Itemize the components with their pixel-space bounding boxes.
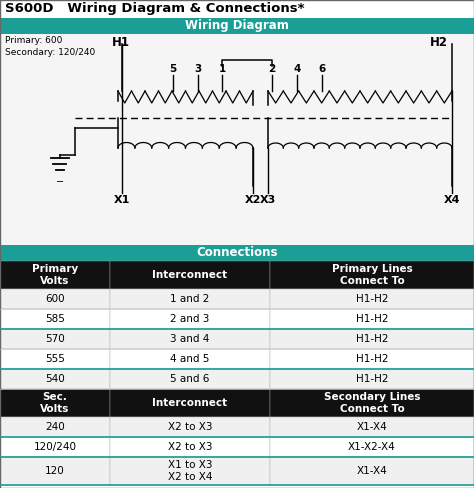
Text: 3: 3: [194, 64, 201, 74]
Text: 555: 555: [45, 354, 65, 364]
Text: 2: 2: [268, 64, 275, 74]
Bar: [270, 417, 474, 437]
Text: 6: 6: [319, 64, 326, 74]
Bar: [270, 309, 474, 329]
Bar: [110, 261, 270, 289]
Text: 540: 540: [45, 374, 65, 384]
Bar: [110, 309, 270, 329]
Text: H2: H2: [430, 36, 448, 49]
Bar: [0, 437, 110, 457]
Text: 5 and 6: 5 and 6: [170, 374, 210, 384]
Bar: [270, 349, 474, 369]
Bar: [270, 329, 474, 349]
Text: 120/240: 120/240: [34, 442, 76, 452]
Text: X1: X1: [114, 195, 130, 205]
Text: X2: X2: [245, 195, 261, 205]
Text: Interconnect: Interconnect: [153, 398, 228, 408]
Text: X2 to X3: X2 to X3: [168, 422, 212, 432]
Bar: [0, 261, 110, 289]
Text: 1 and 2: 1 and 2: [170, 294, 210, 304]
Text: 120: 120: [45, 466, 65, 476]
Text: X1 to X3
X2 to X4: X1 to X3 X2 to X4: [168, 460, 212, 482]
Text: Primary: 600
Secondary: 120/240: Primary: 600 Secondary: 120/240: [5, 36, 95, 57]
Text: X4: X4: [444, 195, 460, 205]
Bar: [0, 389, 110, 417]
Bar: [270, 437, 474, 457]
Bar: [110, 437, 270, 457]
Bar: [270, 369, 474, 389]
Text: 3 and 4: 3 and 4: [170, 334, 210, 344]
Text: H1-H2: H1-H2: [356, 374, 388, 384]
Text: 2 and 3: 2 and 3: [170, 314, 210, 324]
Bar: [0, 34, 474, 245]
Text: 240: 240: [45, 422, 65, 432]
Bar: [110, 349, 270, 369]
Text: Wiring Diagram: Wiring Diagram: [185, 20, 289, 33]
Bar: [0, 245, 474, 261]
Bar: [270, 389, 474, 417]
Text: Secondary Lines
Connect To: Secondary Lines Connect To: [324, 392, 420, 414]
Text: −: −: [56, 177, 64, 187]
Bar: [0, 329, 110, 349]
Text: 600: 600: [45, 294, 65, 304]
Bar: [110, 329, 270, 349]
Bar: [0, 349, 110, 369]
Bar: [110, 457, 270, 485]
Text: H1-H2: H1-H2: [356, 294, 388, 304]
Bar: [0, 0, 474, 18]
Text: X1-X4: X1-X4: [356, 422, 387, 432]
Text: Connections: Connections: [196, 246, 278, 260]
Bar: [0, 309, 110, 329]
Text: H1-H2: H1-H2: [356, 354, 388, 364]
Text: S600D   Wiring Diagram & Connections*: S600D Wiring Diagram & Connections*: [5, 2, 304, 15]
Bar: [270, 261, 474, 289]
Text: Sec.
Volts: Sec. Volts: [40, 392, 70, 414]
Text: X1-X4: X1-X4: [356, 466, 387, 476]
Text: X1-X2-X4: X1-X2-X4: [348, 442, 396, 452]
Bar: [270, 289, 474, 309]
Text: 1: 1: [219, 64, 226, 74]
Bar: [0, 18, 474, 34]
Bar: [0, 417, 110, 437]
Bar: [110, 417, 270, 437]
Bar: [110, 369, 270, 389]
Bar: [0, 457, 110, 485]
Text: 4 and 5: 4 and 5: [170, 354, 210, 364]
Text: 585: 585: [45, 314, 65, 324]
Bar: [110, 389, 270, 417]
Text: Primary Lines
Connect To: Primary Lines Connect To: [332, 264, 412, 286]
Text: H1: H1: [112, 36, 130, 49]
Text: H1-H2: H1-H2: [356, 334, 388, 344]
Text: 5: 5: [169, 64, 177, 74]
Text: X2 to X3: X2 to X3: [168, 442, 212, 452]
Bar: [0, 369, 110, 389]
Text: 4: 4: [293, 64, 301, 74]
Text: H1-H2: H1-H2: [356, 314, 388, 324]
Text: Primary
Volts: Primary Volts: [32, 264, 78, 286]
Bar: [0, 289, 110, 309]
Text: Interconnect: Interconnect: [153, 270, 228, 280]
Text: 570: 570: [45, 334, 65, 344]
Bar: [270, 457, 474, 485]
Bar: [110, 289, 270, 309]
Text: X3: X3: [260, 195, 276, 205]
